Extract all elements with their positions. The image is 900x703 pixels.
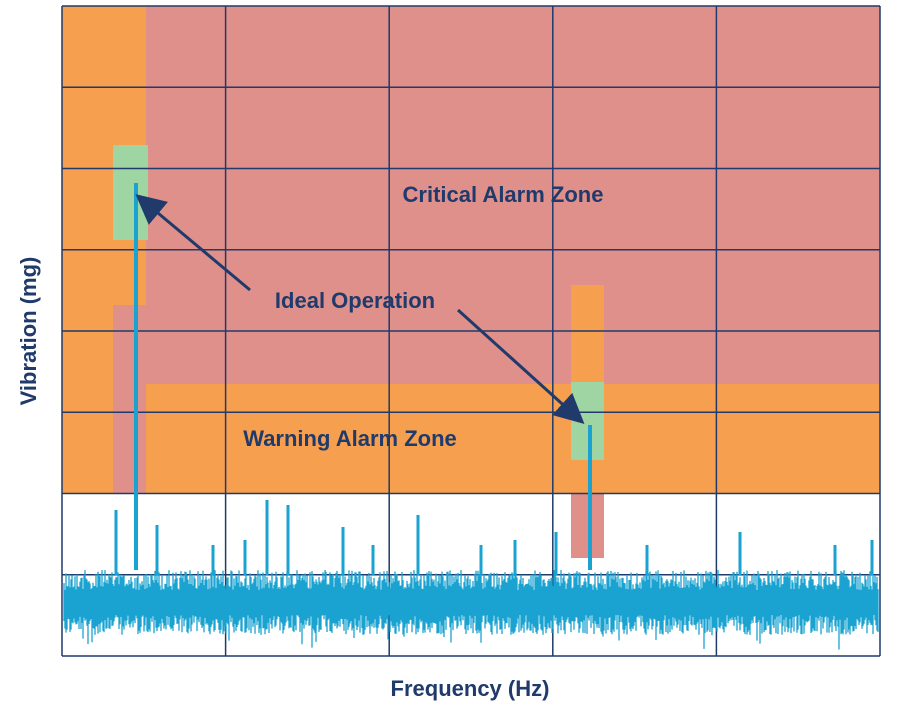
noise-floor [63, 570, 879, 650]
zone-label: Critical Alarm Zone [403, 182, 604, 207]
arrow [456, 308, 585, 425]
spectrum [63, 500, 879, 650]
grid [61, 5, 881, 657]
ideal-box [113, 145, 148, 240]
warning-zone [146, 384, 880, 493]
annotation: Ideal Operation [275, 288, 435, 313]
warning-strip [571, 285, 604, 385]
y-axis-label: Vibration (mg) [16, 257, 41, 406]
ideal-box [571, 382, 604, 460]
zone-label: Warning Alarm Zone [243, 426, 457, 451]
arrow [135, 194, 251, 292]
critical-strip [571, 493, 604, 558]
x-axis-label: Frequency (Hz) [391, 676, 550, 701]
warning-strip [62, 305, 113, 493]
